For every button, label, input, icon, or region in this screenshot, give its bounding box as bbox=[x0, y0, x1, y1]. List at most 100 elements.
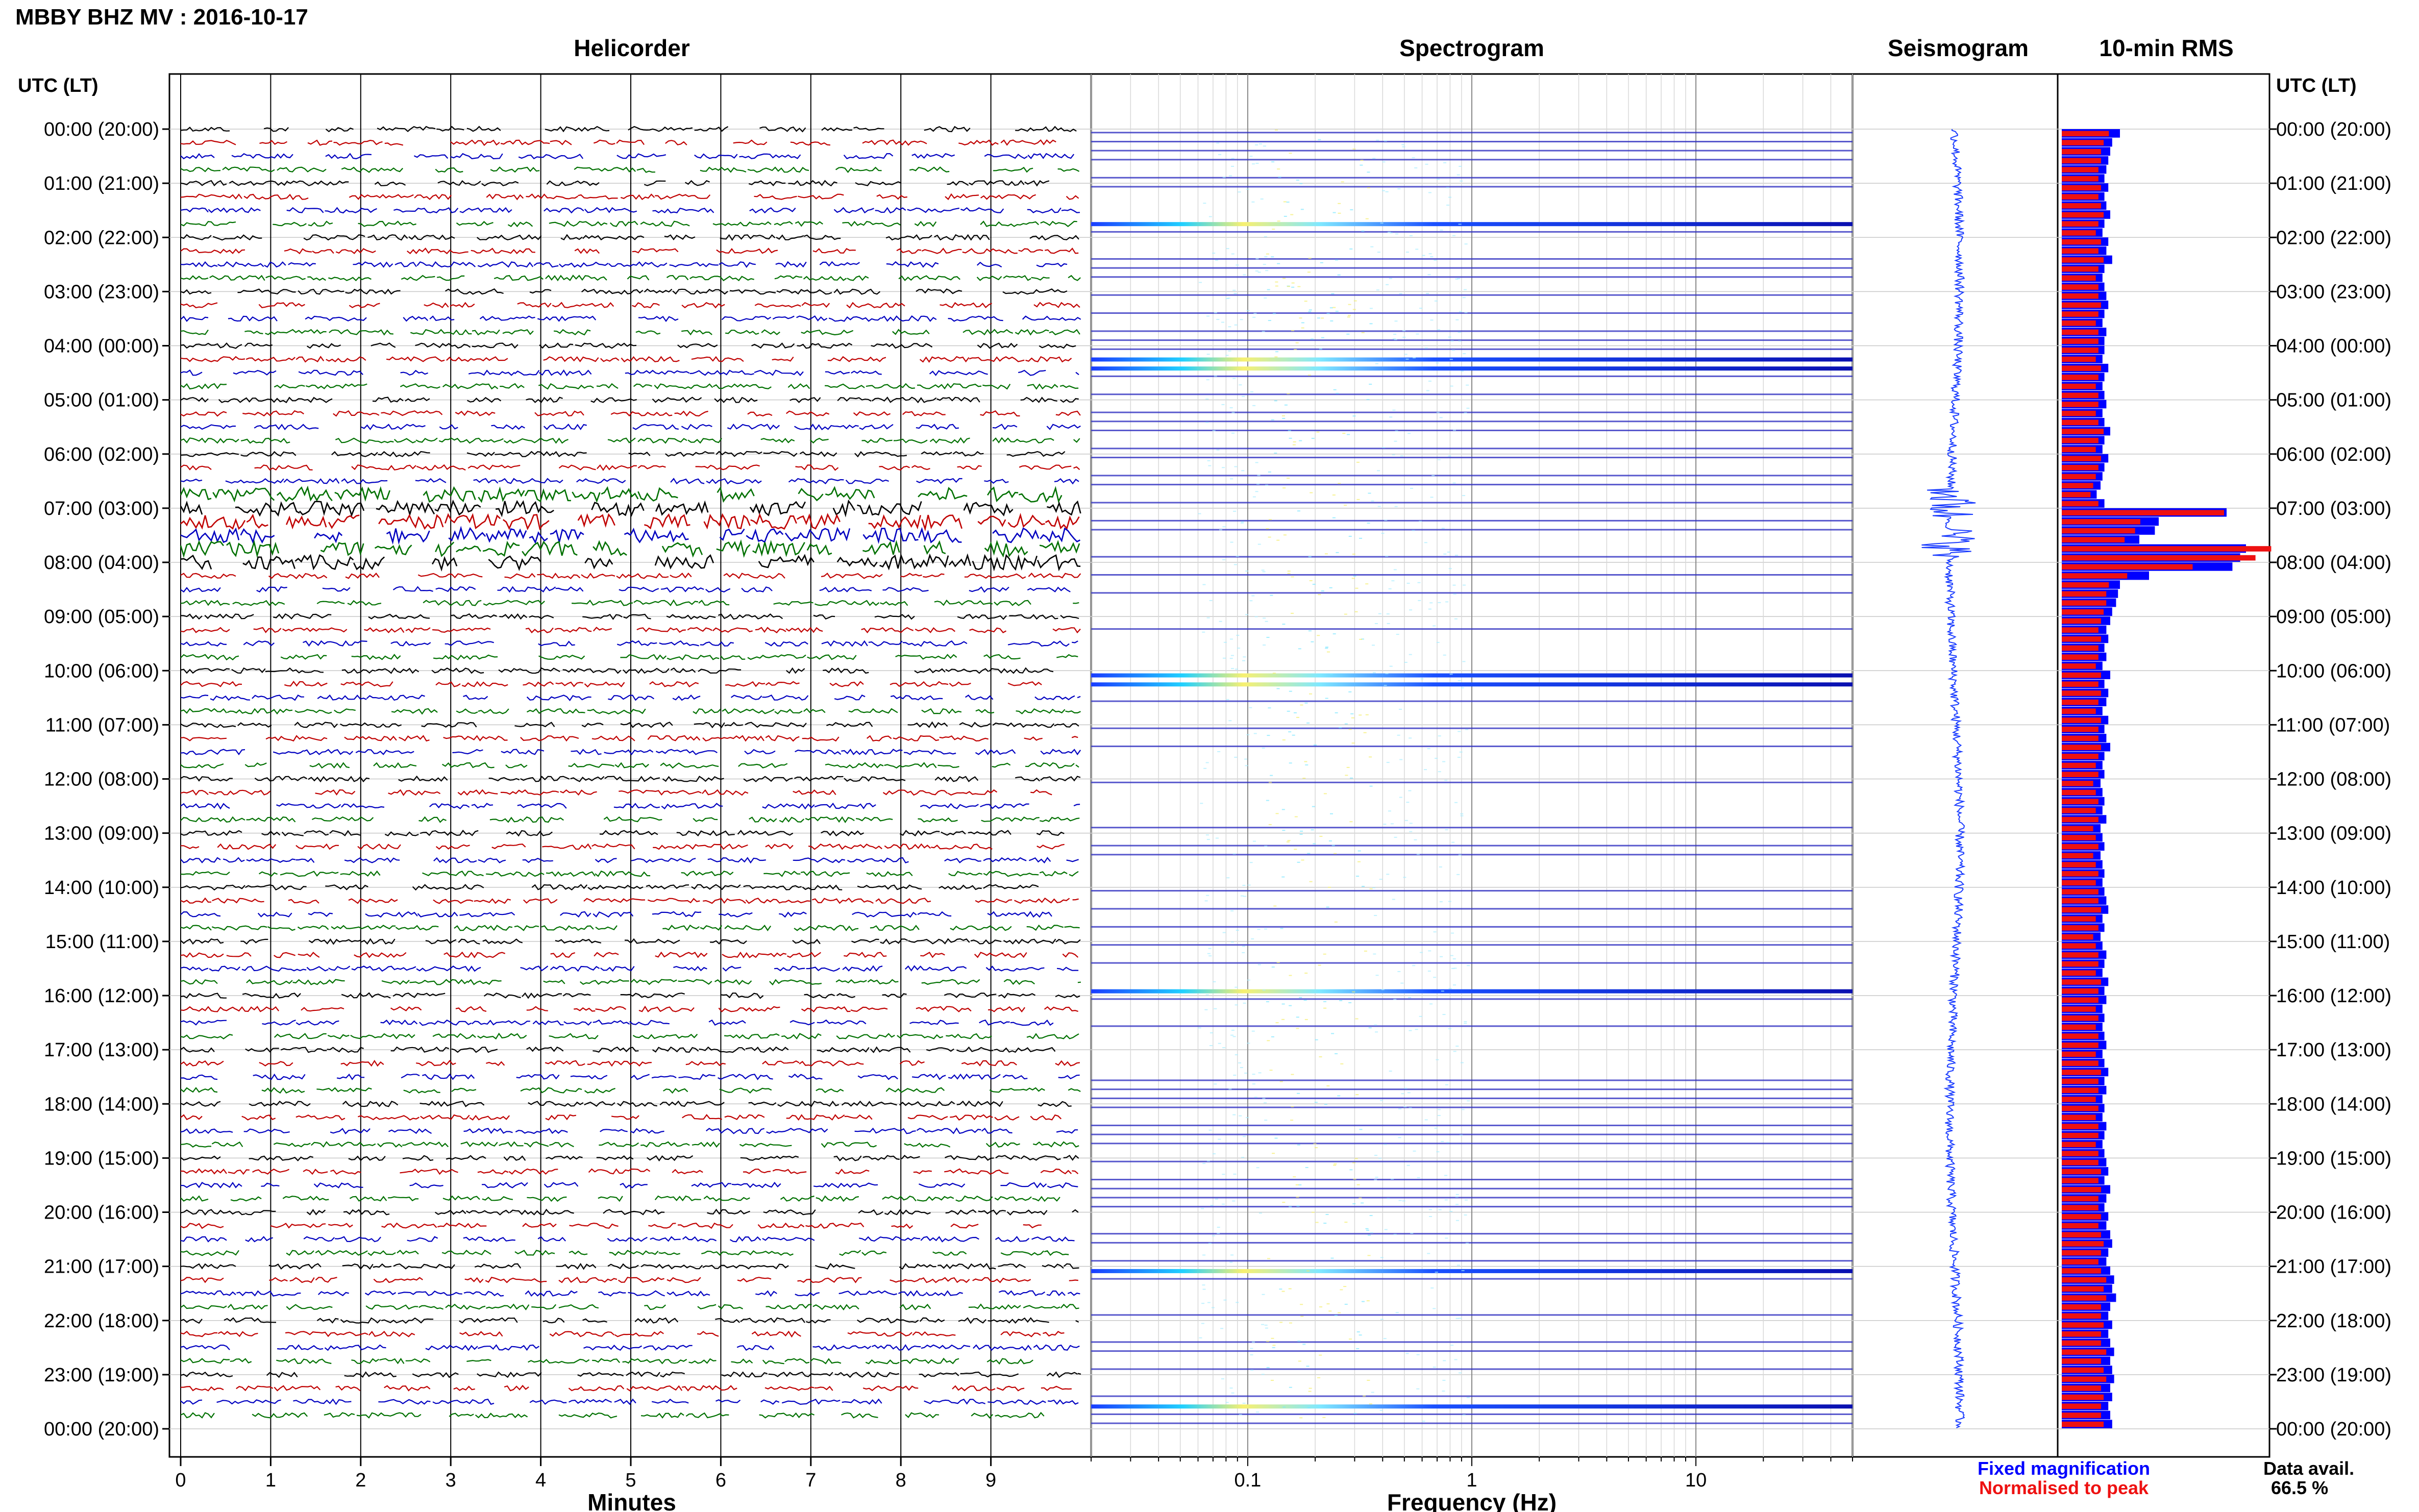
rms-bar-normalised bbox=[2062, 1142, 2096, 1148]
spectrogram-pixel bbox=[1233, 293, 1237, 294]
spectrogram-pixel bbox=[1368, 1027, 1372, 1029]
spectrogram-pixel bbox=[1297, 510, 1300, 512]
spectrogram-pixel bbox=[1443, 553, 1447, 555]
helicorder-trace bbox=[180, 1398, 1079, 1405]
spectrogram-pixel bbox=[1266, 1001, 1269, 1003]
spectrogram-pixel bbox=[1419, 308, 1423, 309]
spectrogram-pixel bbox=[1397, 734, 1400, 736]
hour-label-left: 20:00 (16:00) bbox=[44, 1202, 159, 1224]
spectrogram-pixel bbox=[1445, 1237, 1448, 1239]
spectrogram-pixel bbox=[1430, 319, 1434, 321]
spectrogram-pixel bbox=[1317, 317, 1320, 319]
spectrogram-pixel bbox=[1369, 756, 1372, 758]
hour-label-left: 12:00 (08:00) bbox=[44, 769, 159, 790]
spectrogram-pixel bbox=[1428, 380, 1431, 382]
hour-label-left: 16:00 (12:00) bbox=[44, 985, 159, 1007]
spectrogram-pixel bbox=[1365, 583, 1369, 585]
minute-tick-label: 2 bbox=[355, 1470, 366, 1491]
spectrogram-pixel bbox=[1359, 714, 1362, 716]
rms-bar-normalised bbox=[2062, 537, 2125, 543]
spectrogram-pixel bbox=[1455, 1318, 1459, 1319]
spectrogram-pixel bbox=[1258, 1212, 1262, 1214]
hour-label-right: 21:00 (17:00) bbox=[2276, 1256, 2391, 1278]
rms-bar-normalised bbox=[2062, 293, 2099, 299]
spectrogram-pixel bbox=[1391, 580, 1395, 582]
minutes-axis-label: Minutes bbox=[587, 1489, 676, 1512]
spectrogram-pixel bbox=[1263, 645, 1266, 646]
hour-label-right: 22:00 (18:00) bbox=[2276, 1310, 2391, 1332]
spectrogram-pixel bbox=[1251, 1030, 1255, 1032]
spectrogram-pixel bbox=[1389, 278, 1392, 279]
spectrogram-pixel bbox=[1334, 1315, 1338, 1316]
spectrogram-pixel bbox=[1229, 658, 1233, 659]
hour-label-left: 22:00 (18:00) bbox=[44, 1310, 159, 1332]
spectrogram-pixel bbox=[1274, 452, 1277, 454]
spectrogram-pixel bbox=[1274, 1137, 1278, 1139]
spectrogram-pixel bbox=[1350, 209, 1353, 211]
spectrogram-pixel bbox=[1367, 171, 1370, 173]
spectrogram-pixel bbox=[1279, 1081, 1283, 1082]
hour-label-left: 05:00 (01:00) bbox=[44, 390, 159, 411]
spectrogram-pixel bbox=[1198, 1027, 1201, 1029]
spectrogram-pixel bbox=[1268, 320, 1271, 321]
hour-label-right: 11:00 (07:00) bbox=[2276, 714, 2390, 736]
spectrogram-pixel bbox=[1410, 488, 1413, 489]
hour-label-right: 08:00 (04:00) bbox=[2276, 552, 2391, 574]
rms-bar-normalised bbox=[2062, 663, 2096, 669]
spectrogram-pixel bbox=[1251, 1341, 1255, 1343]
helicorder-trace bbox=[180, 553, 1081, 572]
spectrogram-band bbox=[1091, 1341, 1853, 1343]
spectrogram-pixel bbox=[1455, 1196, 1459, 1198]
spectrogram-pixel bbox=[1326, 1303, 1330, 1305]
hour-label-right: 16:00 (12:00) bbox=[2276, 985, 2391, 1007]
spectrogram-pixel bbox=[1463, 289, 1467, 290]
spectrogram-pixel bbox=[1416, 333, 1419, 335]
spectrogram-pixel bbox=[1225, 355, 1229, 356]
spectrogram-pixel bbox=[1374, 623, 1378, 625]
spectrogram-pixel bbox=[1377, 470, 1380, 472]
helicorder-trace bbox=[180, 383, 1079, 390]
spectrogram-pixel bbox=[1318, 139, 1321, 140]
helicorder-trace bbox=[180, 1114, 1062, 1121]
spectrogram-pixel bbox=[1240, 522, 1244, 524]
spectrogram-pixel bbox=[1272, 313, 1276, 314]
hour-label-left: 11:00 (07:00) bbox=[45, 714, 159, 736]
spectrogram-pixel bbox=[1344, 505, 1347, 506]
rms-bar-normalised bbox=[2062, 907, 2101, 913]
spectrogram-pixel bbox=[1323, 793, 1327, 795]
spectrogram-pixel bbox=[1455, 1220, 1459, 1221]
spectrogram-pixel bbox=[1324, 1104, 1327, 1105]
hour-label-right: 02:00 (22:00) bbox=[2276, 227, 2391, 249]
spectrogram-pixel bbox=[1401, 144, 1405, 145]
rms-bar-normalised bbox=[2062, 519, 2140, 525]
spectrogram-pixel bbox=[1371, 645, 1375, 646]
spectrogram-pixel bbox=[1275, 351, 1278, 353]
spectrogram-pixel bbox=[1255, 144, 1258, 145]
spectrogram-pixel bbox=[1455, 278, 1459, 280]
spectrogram-pixel bbox=[1380, 1257, 1384, 1258]
spectrogram-pixel bbox=[1331, 845, 1335, 846]
spectrogram-pixel bbox=[1458, 680, 1461, 681]
hour-label-right: 03:00 (23:00) bbox=[2276, 281, 2391, 303]
helicorder-trace bbox=[180, 342, 1076, 349]
spectrogram-pixel bbox=[1296, 1017, 1299, 1018]
helicorder-trace bbox=[180, 640, 1078, 647]
rms-bar-normalised bbox=[2062, 1124, 2099, 1129]
rms-bar-normalised bbox=[2062, 627, 2099, 633]
spectrogram-pixel bbox=[1464, 1023, 1467, 1024]
spectrogram-pixel bbox=[1215, 1198, 1218, 1200]
spectrogram-pixel bbox=[1264, 297, 1267, 299]
spectrogram-pixel bbox=[1442, 1379, 1446, 1381]
spectrogram-pixel bbox=[1404, 661, 1408, 663]
rms-bar-normalised bbox=[2062, 1024, 2096, 1030]
spectrogram-pixel bbox=[1321, 590, 1324, 592]
spectrogram-pixel bbox=[1334, 853, 1337, 854]
spectrogram-pixel bbox=[1262, 989, 1266, 991]
spectrogram-band bbox=[1091, 989, 1853, 994]
rms-bar-normalised bbox=[2062, 1060, 2099, 1066]
spectrogram-pixel bbox=[1231, 432, 1235, 434]
rms-bar-normalised bbox=[2062, 808, 2096, 813]
spectrogram-pixel bbox=[1377, 506, 1381, 507]
spectrogram-pixel bbox=[1204, 900, 1208, 902]
spectrogram-pixel bbox=[1256, 483, 1260, 485]
